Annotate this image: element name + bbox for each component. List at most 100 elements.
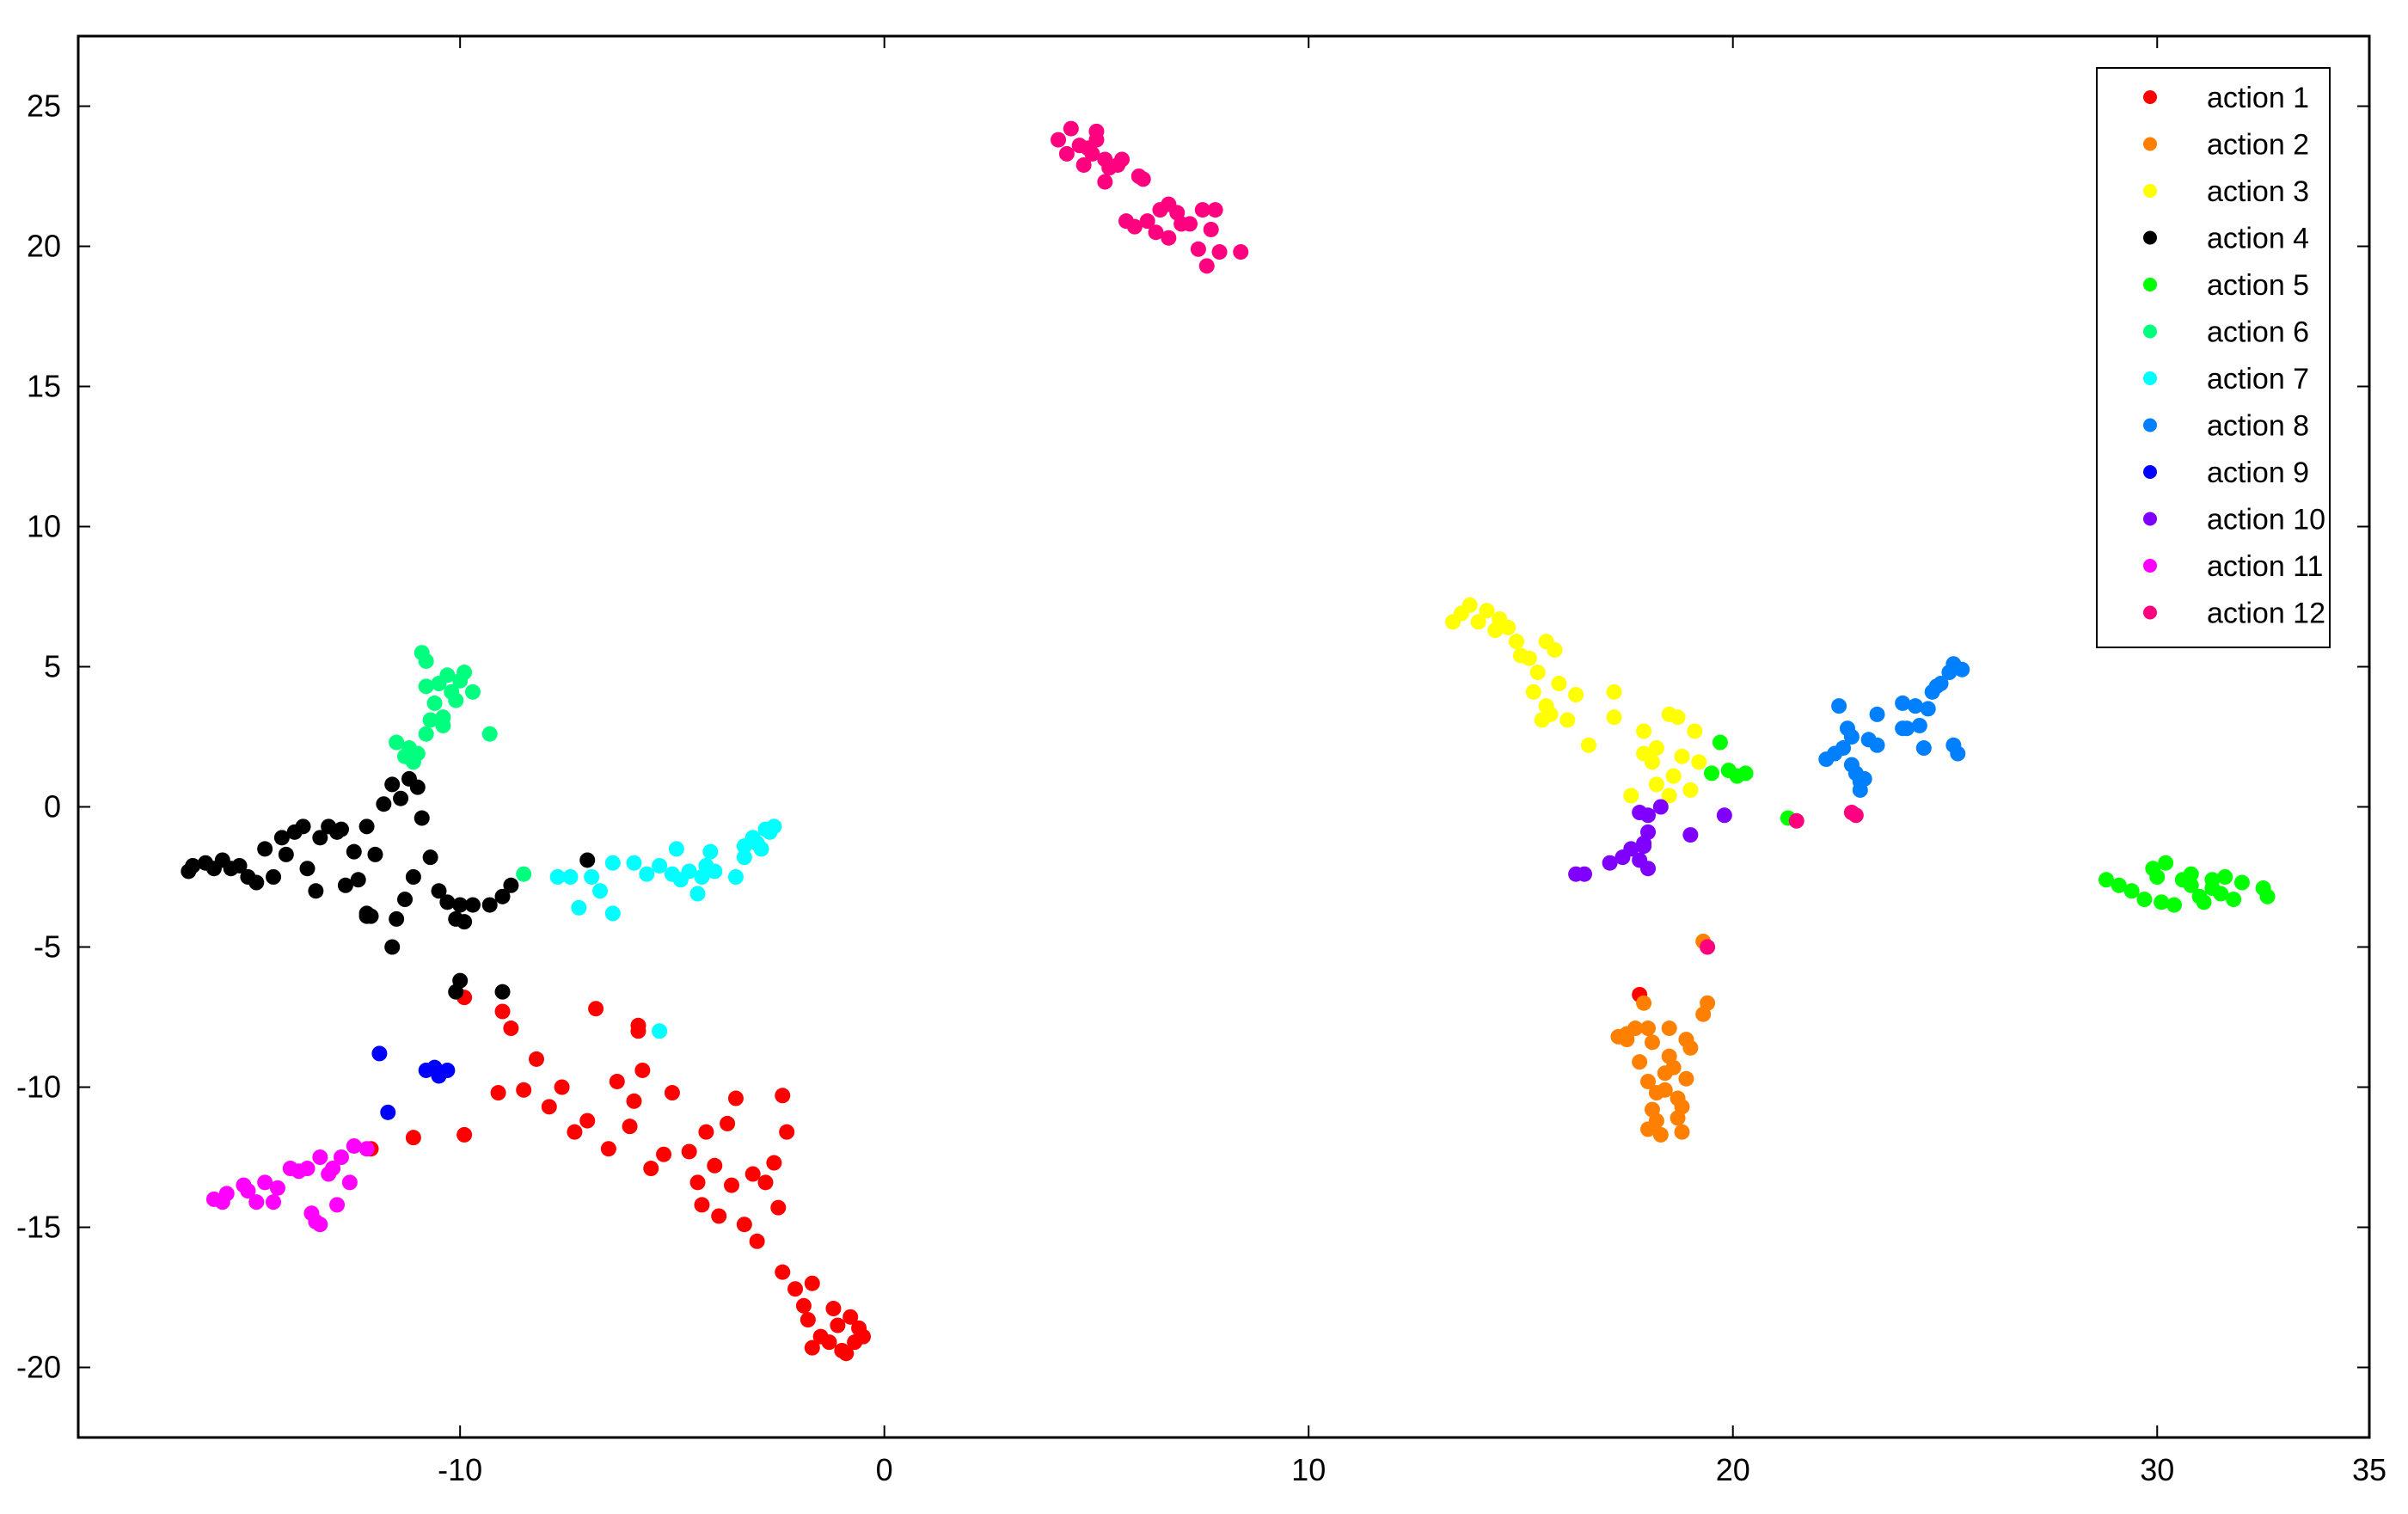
data-point [1640,1121,1657,1137]
data-point [1190,241,1206,257]
data-point [600,1141,616,1157]
data-point [1907,698,1923,714]
data-point [842,1309,859,1325]
data-point [652,1023,668,1039]
data-point [329,1197,346,1213]
data-point [727,869,744,885]
data-point [702,843,719,860]
data-point [218,1186,235,1202]
x-tick-label: 0 [876,1452,893,1487]
series-action-5 [1704,734,2276,913]
data-point [707,863,723,880]
data-point [1856,770,1872,787]
data-point [1911,717,1927,733]
y-tick-label: 5 [44,649,61,684]
data-point [549,869,566,885]
data-point [418,726,434,742]
data-point [2217,869,2233,885]
data-point [584,869,600,885]
data-point [1602,855,1618,871]
data-point [775,1264,791,1280]
data-point [299,861,316,877]
data-point [643,1161,659,1177]
legend-label: action 4 [2207,223,2309,255]
series-action-9 [371,1045,456,1120]
data-point [1915,740,1932,757]
data-point [821,1334,837,1351]
data-point [1636,838,1652,855]
data-point [1097,174,1113,190]
data-point [384,776,401,793]
data-point [736,1217,752,1233]
data-point [567,1124,583,1140]
data-point [266,1194,282,1211]
data-point [1194,202,1210,218]
legend-marker [2143,371,2157,385]
data-point [464,897,481,913]
legend-box [2096,67,2331,648]
data-point [401,740,417,757]
data-point [312,1217,328,1233]
data-point [668,841,684,857]
data-point [414,810,430,826]
data-point [2136,892,2153,908]
data-point [380,1104,396,1120]
data-point [1627,1021,1644,1037]
data-point [346,1137,362,1154]
data-point [604,855,621,871]
data-point [312,1149,328,1165]
x-tick-label: 20 [1716,1452,1750,1487]
data-point [1075,156,1092,173]
y-tick-label: 10 [27,509,61,544]
data-point [2196,894,2212,910]
data-point [1843,729,1860,745]
series-action-10 [1568,799,1732,882]
data-point [2154,894,2170,910]
data-point [749,1233,765,1249]
data-point [1509,634,1525,650]
data-point [766,1155,782,1171]
data-point [609,1073,625,1089]
data-point [626,1093,642,1109]
plot-frame [77,34,2371,1439]
data-point [689,1174,706,1191]
data-point [1559,712,1576,728]
data-point [1933,676,1949,692]
data-point [409,779,426,795]
data-point [435,717,451,733]
data-point [2233,874,2250,891]
y-tick-label: -5 [34,929,61,965]
data-point [503,877,519,893]
data-point [257,1174,273,1191]
data-point [456,665,473,681]
data-point [830,1317,846,1333]
legend-marker [2143,605,2157,620]
data-point [804,1339,820,1356]
data-point [269,1180,285,1196]
data-point [1640,861,1657,877]
data-point [448,984,464,1000]
data-point [1920,701,1936,717]
data-point [1636,995,1652,1011]
legend-marker [2143,137,2157,151]
data-point [1704,765,1720,782]
data-point [439,1062,456,1078]
series-action-12 [1051,120,1864,955]
legend-marker [2143,559,2157,573]
data-point [456,914,473,930]
data-point [1661,1021,1677,1037]
series-action-7 [549,818,782,1039]
data-point [787,1281,804,1297]
data-point [1114,151,1130,168]
data-point [371,1045,388,1062]
data-point [494,1003,511,1020]
data-point [630,1017,646,1033]
series-action-1 [363,986,1648,1362]
data-point [744,1166,761,1182]
series-action-3 [1445,597,1707,804]
data-point [626,855,642,871]
data-point [350,872,366,888]
data-point [1479,603,1495,619]
y-tick-label: 25 [27,89,61,124]
